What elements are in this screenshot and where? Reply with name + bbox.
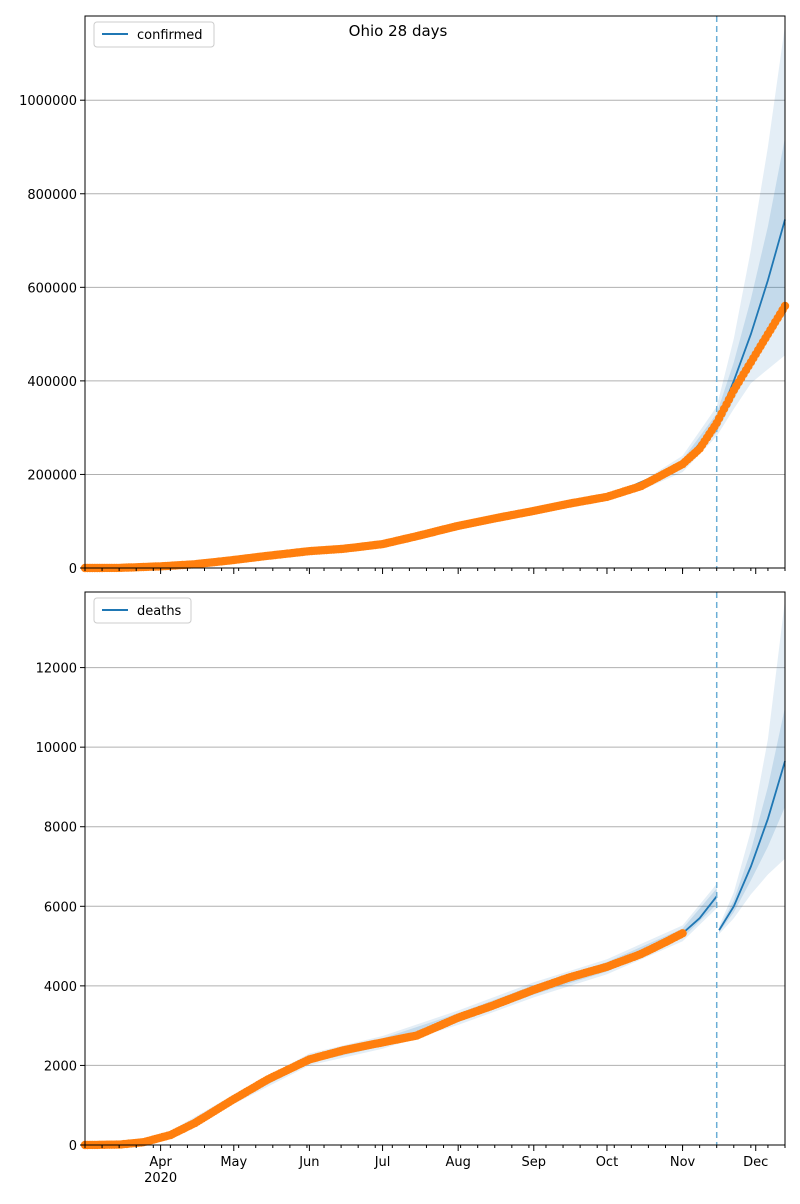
deaths-xtick-label: Sep bbox=[522, 1155, 547, 1170]
confirmed-ytick-label: 200000 bbox=[27, 468, 77, 483]
deaths-xtick-label: Jun bbox=[298, 1155, 319, 1170]
deaths-xtick-sublabel: 2020 bbox=[144, 1171, 177, 1186]
deaths-legend-box bbox=[93, 597, 192, 624]
deaths-forecast-band-inner bbox=[719, 707, 785, 933]
deaths-points bbox=[80, 929, 687, 1150]
deaths-xtick-label: Aug bbox=[445, 1155, 470, 1170]
chart-title: Ohio 28 days bbox=[349, 22, 448, 40]
confirmed-band-outer bbox=[641, 25, 785, 491]
deaths-forecast-line bbox=[718, 760, 786, 931]
confirmed-axes-frame bbox=[84, 15, 786, 569]
confirmed-ytick-label: 800000 bbox=[27, 188, 77, 203]
confirmed-ticks: 0 200000 400000 600000 800000 1000000 bbox=[19, 94, 786, 577]
deaths-legend-label: deaths bbox=[137, 604, 182, 619]
confirmed-ytick-label: 0 bbox=[69, 562, 77, 577]
confirmed-panel: 0 200000 400000 600000 800000 1000000 confirm… bbox=[19, 15, 790, 577]
confirmed-bands bbox=[641, 25, 785, 491]
confirmed-ytick-label: 600000 bbox=[27, 281, 77, 296]
deaths-axes-frame bbox=[84, 591, 786, 1146]
deaths-ytick-label: 12000 bbox=[36, 662, 77, 677]
deaths-xtick-label: Jul bbox=[374, 1155, 391, 1170]
deaths-ytick-label: 6000 bbox=[44, 900, 77, 915]
deaths-xtick-label: Oct bbox=[596, 1155, 618, 1170]
confirmed-band-inner bbox=[641, 137, 785, 489]
deaths-xtick-label: May bbox=[220, 1155, 247, 1170]
deaths-xtick-label: Apr bbox=[149, 1155, 172, 1170]
deaths-bands bbox=[85, 600, 785, 1145]
deaths-ytick-label: 4000 bbox=[44, 980, 77, 995]
deaths-observed-point bbox=[678, 929, 687, 938]
confirmed-legend-label: confirmed bbox=[137, 28, 203, 43]
deaths-xtick-label: Dec bbox=[743, 1155, 768, 1170]
deaths-xtick-label: Nov bbox=[670, 1155, 696, 1170]
confirmed-legend: confirmed bbox=[93, 21, 215, 48]
deaths-ytick-label: 10000 bbox=[36, 741, 77, 756]
deaths-legend: deaths bbox=[93, 597, 192, 624]
deaths-gridlines bbox=[85, 667, 785, 1066]
deaths-forecast-band-outer bbox=[719, 600, 785, 935]
confirmed-ytick-label: 1000000 bbox=[19, 94, 77, 109]
confirmed-legend-box bbox=[93, 21, 215, 48]
deaths-ytick-label: 2000 bbox=[44, 1059, 77, 1074]
confirmed-points bbox=[80, 301, 790, 573]
deaths-ytick-label: 8000 bbox=[44, 821, 77, 836]
deaths-ytick-label: 0 bbox=[69, 1139, 77, 1154]
confirmed-ytick-label: 400000 bbox=[27, 375, 77, 390]
